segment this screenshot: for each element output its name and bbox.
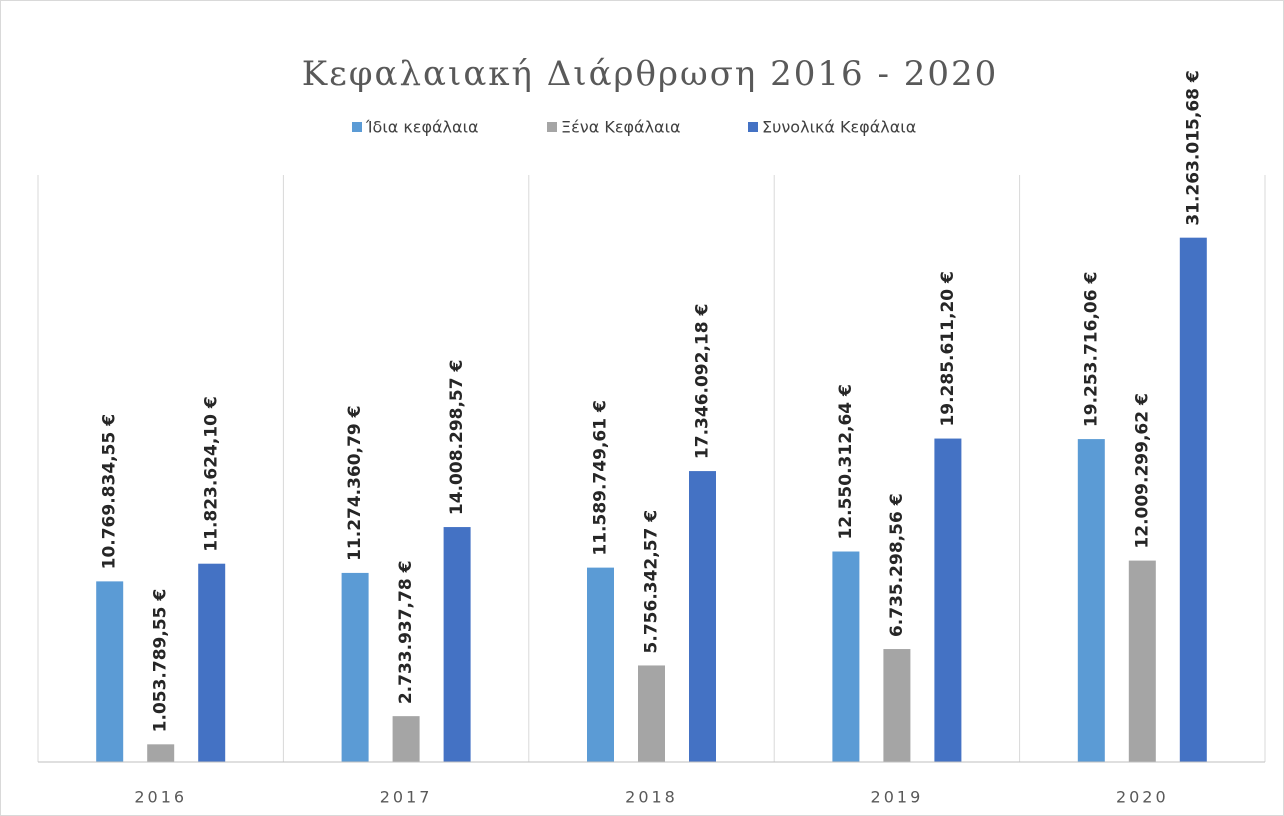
chart-title: Κεφαλαιακή Διάρθρωση 2016 - 2020 <box>302 54 999 94</box>
legend-swatch <box>748 122 758 132</box>
bar <box>1128 560 1156 762</box>
bar <box>1077 439 1105 762</box>
bar <box>638 665 665 762</box>
x-tick-label: 2017 <box>380 788 433 807</box>
value-label: 14.008.298,57 € <box>447 360 467 515</box>
value-label: 2.733.937,78 € <box>396 561 416 705</box>
bar <box>934 438 962 762</box>
value-label: 12.550.312,64 € <box>836 384 856 539</box>
bar <box>198 563 226 762</box>
value-label: 10.769.834,55 € <box>100 414 120 569</box>
value-label: 5.756.342,57 € <box>642 510 662 654</box>
value-label: 11.823.624,10 € <box>202 396 222 551</box>
value-label: 1.053.789,55 € <box>151 589 171 733</box>
legend-label: Ίδια κεφάλαια <box>365 118 479 137</box>
value-label: 11.589.749,61 € <box>591 400 611 555</box>
bar <box>443 527 471 762</box>
value-label: 6.735.298,56 € <box>887 493 907 637</box>
value-label: 11.274.360,79 € <box>345 405 365 560</box>
bar <box>832 551 860 762</box>
x-tick-label: 2020 <box>1116 788 1169 807</box>
bar <box>147 744 175 762</box>
bar <box>883 649 911 762</box>
x-tick-label: 2018 <box>625 788 678 807</box>
legend-swatch <box>352 122 362 132</box>
bar <box>96 581 124 762</box>
value-label: 19.253.716,06 € <box>1081 272 1101 427</box>
legend-swatch <box>547 122 557 132</box>
value-label: 12.009.299,62 € <box>1132 393 1152 548</box>
value-label: 17.346.092,18 € <box>693 304 713 459</box>
value-label: 31.263.015,68 € <box>1183 70 1203 225</box>
bar <box>1179 237 1207 762</box>
x-tick-label: 2016 <box>134 788 187 807</box>
legend-label: Ξένα Κεφάλαια <box>561 118 681 137</box>
bar <box>587 567 614 762</box>
value-label: 19.285.611,20 € <box>938 271 958 426</box>
x-tick-label: 2019 <box>871 788 924 807</box>
bar <box>689 471 716 762</box>
legend-label: Συνολικά Κεφάλαια <box>762 118 916 137</box>
bar <box>341 572 369 762</box>
bar <box>392 716 420 762</box>
